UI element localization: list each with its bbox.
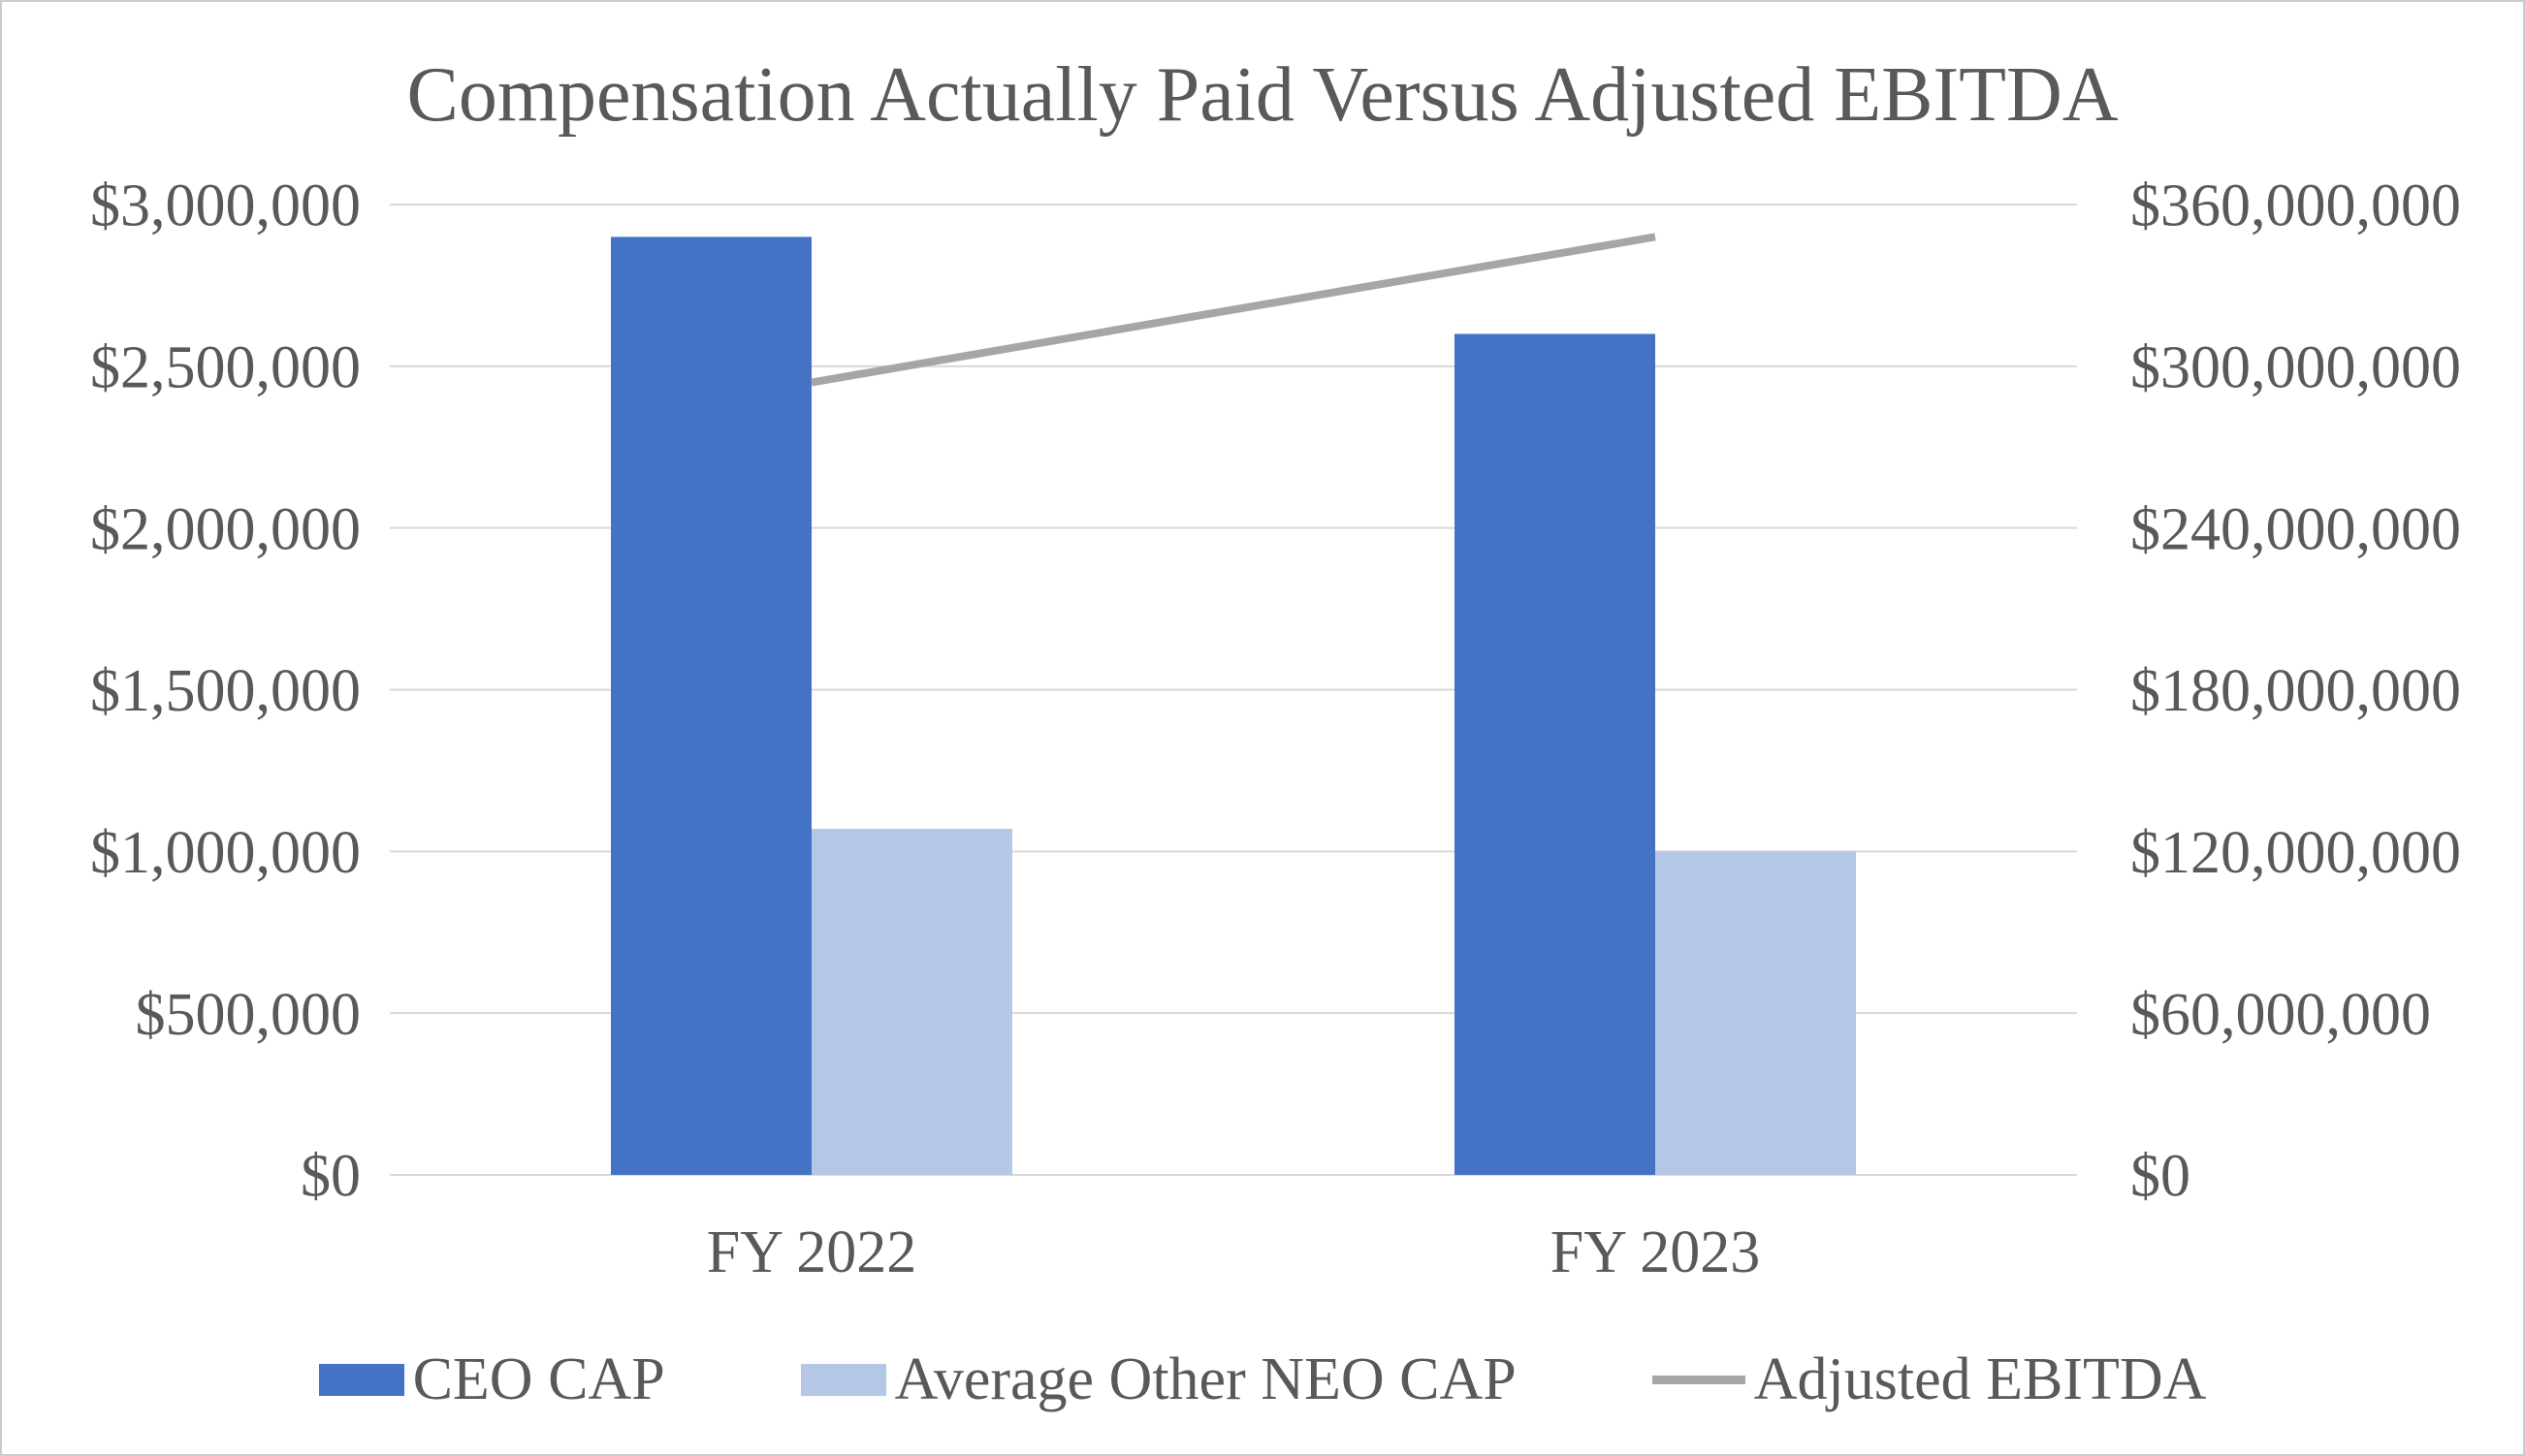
left-axis-tick-label: $3,000,000	[90, 174, 361, 239]
left-axis-tick-label: $0	[301, 1144, 361, 1210]
legend-item-ceo-cap: CEO CAP	[318, 1345, 665, 1414]
category-label-fy-2022: FY 2022	[707, 1219, 916, 1285]
right-axis-tick-label: $120,000,000	[2130, 820, 2461, 886]
legend-item-adjusted-ebitda: Adjusted EBITDA	[1651, 1345, 2207, 1414]
left-axis-tick-label: $1,500,000	[90, 658, 361, 724]
left-axis-tick-label: $2,500,000	[90, 335, 361, 401]
left-axis-tick-label: $1,000,000	[90, 820, 361, 886]
bar-average-other-neo-cap-fy-2023	[1655, 851, 1856, 1175]
left-axis-tick-label: $500,000	[136, 982, 362, 1048]
right-axis-tick-label: $300,000,000	[2130, 335, 2461, 401]
legend-item-average-other-neo-cap: Average Other NEO CAP	[800, 1345, 1517, 1414]
legend-swatch-ceo-cap	[318, 1363, 404, 1396]
bar-ceo-cap-fy-2022	[611, 237, 812, 1175]
legend-label-average-other-neo-cap: Average Other NEO CAP	[894, 1345, 1517, 1412]
right-axis-tick-label: $360,000,000	[2130, 174, 2461, 239]
adjusted-ebitda-line	[811, 233, 1656, 387]
right-axis-tick-label: $60,000,000	[2130, 982, 2431, 1048]
legend-label-adjusted-ebitda: Adjusted EBITDA	[1753, 1345, 2207, 1412]
bar-ceo-cap-fy-2023	[1454, 333, 1655, 1175]
left-axis-tick-label: $2,000,000	[90, 496, 361, 562]
chart-legend: CEO CAP Average Other NEO CAP Adjusted E…	[2, 1336, 2523, 1423]
right-axis-tick-label: $240,000,000	[2130, 496, 2461, 562]
legend-label-ceo-cap: CEO CAP	[412, 1345, 665, 1412]
legend-swatch-average-other-neo-cap	[800, 1363, 886, 1396]
right-axis-tick-label: $0	[2130, 1144, 2190, 1210]
legend-swatch-adjusted-ebitda-line	[1651, 1375, 1745, 1384]
right-axis-tick-label: $180,000,000	[2130, 658, 2461, 724]
chart-title: Compensation Actually Paid Versus Adjust…	[406, 52, 2119, 138]
bar-average-other-neo-cap-fy-2022	[812, 828, 1012, 1175]
category-label-fy-2023: FY 2023	[1550, 1219, 1760, 1285]
